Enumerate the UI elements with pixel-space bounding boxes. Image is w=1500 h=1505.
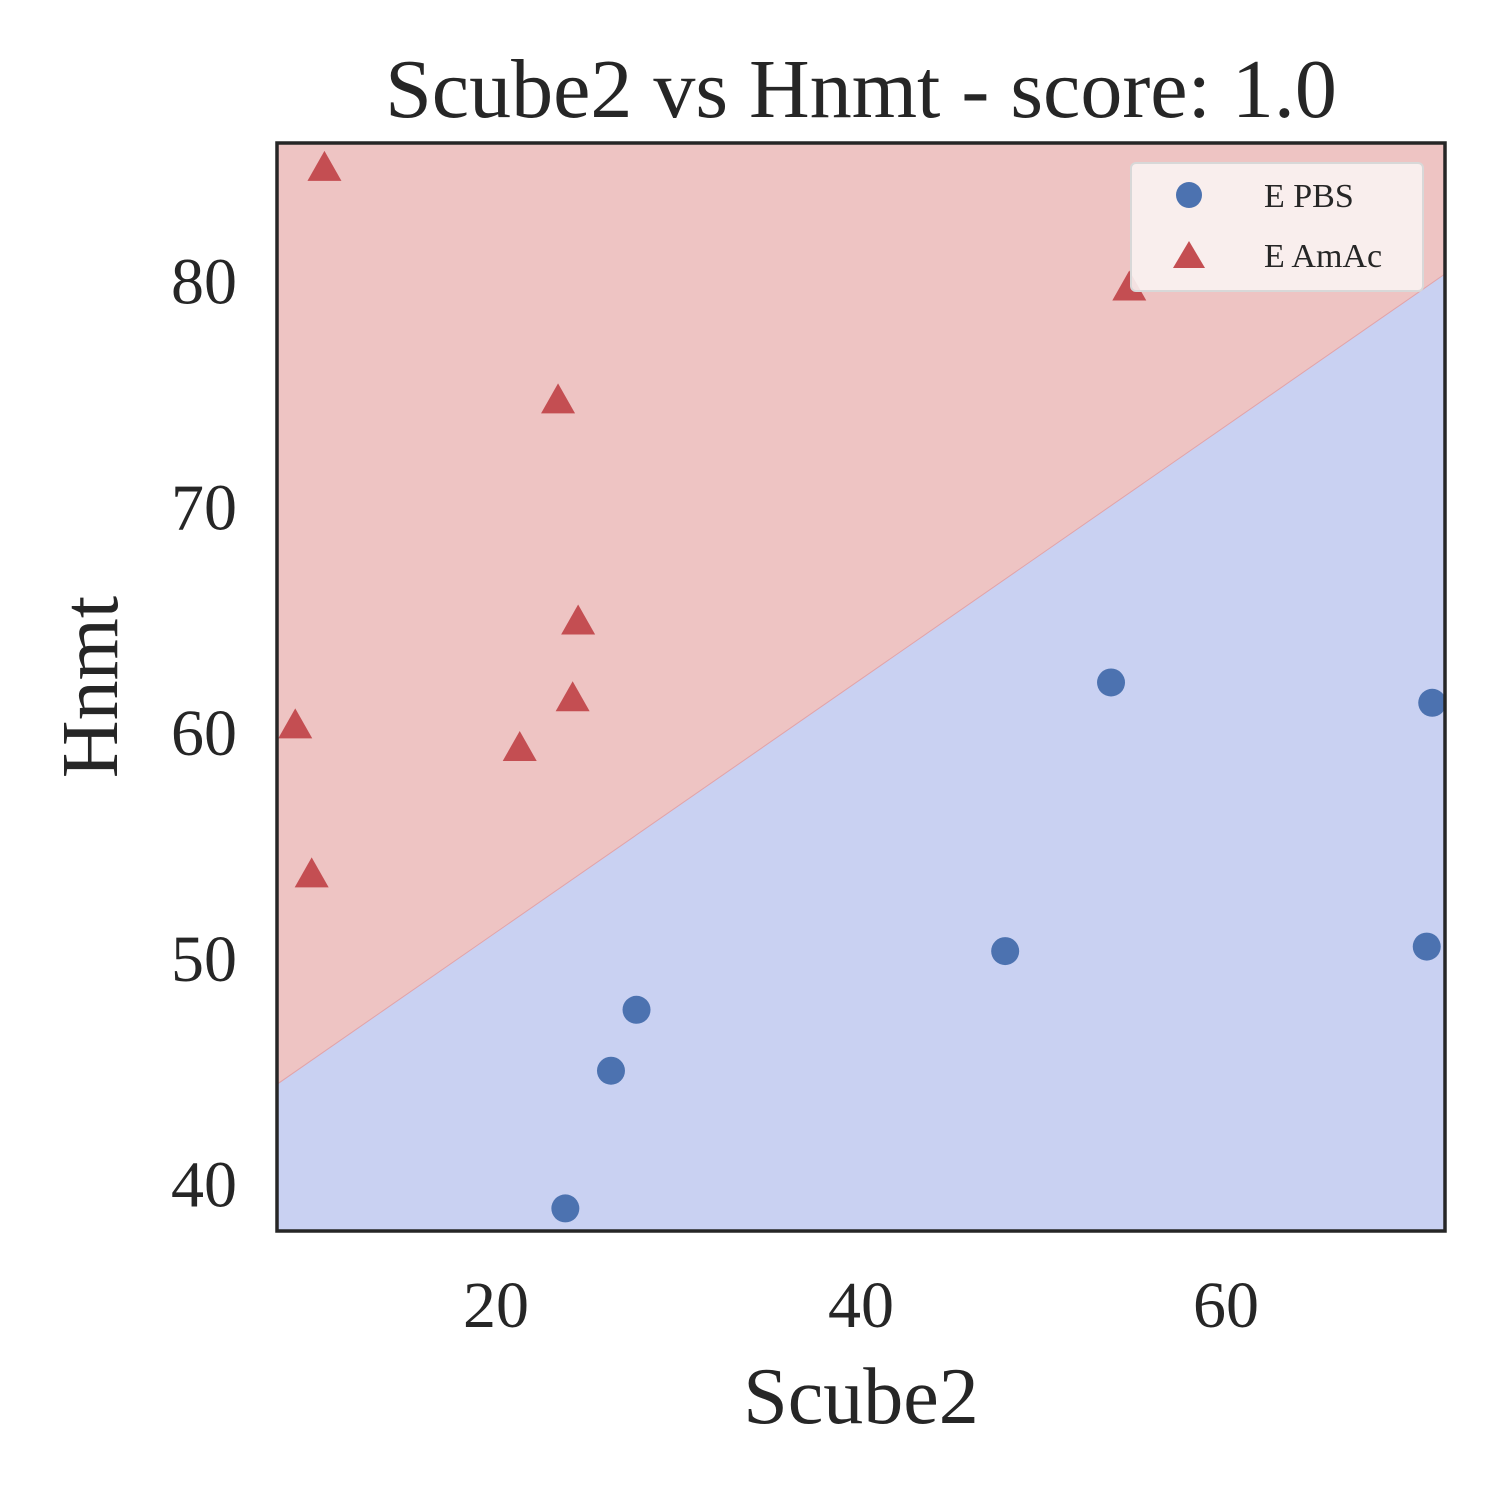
x-tick-label: 20 [463, 1269, 529, 1342]
y-axis-label: Hnmt [47, 596, 135, 778]
amac-point [541, 383, 576, 414]
legend: E PBS E AmAc [1130, 162, 1424, 292]
pbs-point [551, 1194, 580, 1223]
amac-point [307, 150, 342, 181]
y-tick-label: 50 [171, 923, 237, 996]
legend-amac-label: E AmAc [1264, 238, 1382, 275]
x-tick-label: 60 [1193, 1269, 1259, 1342]
y-tick-label: 70 [171, 471, 237, 544]
amac-point [1112, 270, 1147, 301]
legend-box [1130, 162, 1424, 292]
region-pbs [277, 273, 1445, 1231]
legend-amac-marker [1173, 241, 1205, 268]
y-axis-ticks: 40 50 60 70 80 [171, 246, 237, 1222]
amac-point [294, 857, 329, 888]
amac-point [502, 730, 537, 761]
x-axis-label: Scube2 [743, 1353, 979, 1441]
amac-point [555, 681, 590, 712]
pbs-point [596, 1056, 625, 1085]
data-markers [278, 150, 1447, 1223]
pbs-point [1418, 688, 1447, 717]
y-tick-label: 80 [171, 246, 237, 319]
pbs-point [1412, 932, 1441, 961]
pbs-point [1097, 668, 1126, 697]
legend-pbs-label: E PBS [1264, 178, 1354, 215]
pbs-point [991, 937, 1020, 966]
plot-frame [275, 141, 1447, 1233]
legend-pbs-marker [1176, 182, 1202, 208]
y-tick-label: 40 [171, 1149, 237, 1222]
x-axis-ticks: 20 40 60 [463, 1269, 1259, 1342]
pbs-point [622, 995, 651, 1024]
decision-regions [277, 143, 1445, 1231]
y-tick-label: 60 [171, 697, 237, 770]
decision-boundary-line [277, 273, 1445, 1085]
amac-point [561, 604, 596, 635]
chart-title: Scube2 vs Hnmt - score: 1.0 [385, 43, 1337, 136]
amac-point [278, 708, 313, 739]
x-tick-label: 40 [828, 1269, 894, 1342]
